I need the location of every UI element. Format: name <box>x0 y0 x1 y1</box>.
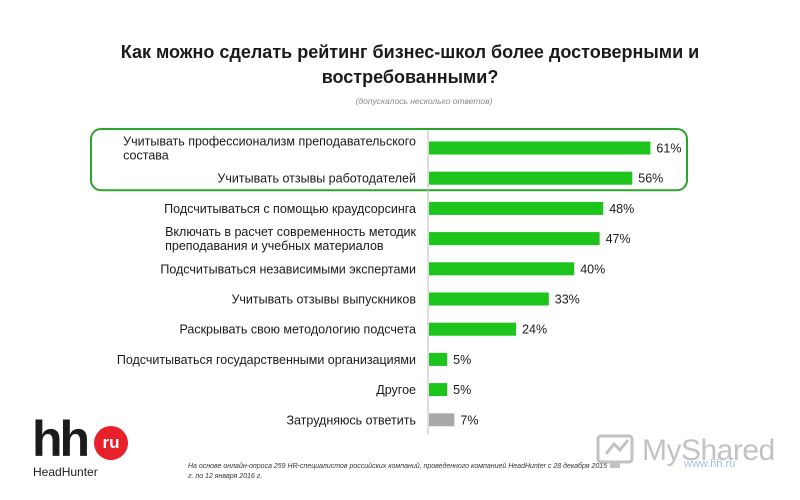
category-label: Затрудняюсь ответить <box>286 413 416 427</box>
headhunter-logo: hh ru HeadHunter <box>32 414 142 482</box>
category-label: Включать в расчет современность методик п… <box>165 225 416 253</box>
myshared-watermark: MyShared www.hh.ru <box>596 430 776 476</box>
bar <box>429 292 549 306</box>
bar-value-label: 40% <box>580 262 605 276</box>
bar <box>429 352 448 366</box>
myshared-logo-icon <box>596 434 634 468</box>
bar-value-label: 24% <box>522 323 547 337</box>
category-label: Подсчитываться независимыми экспертами <box>160 262 416 276</box>
bar <box>429 262 575 276</box>
bar <box>429 413 455 427</box>
bar-value-label: 61% <box>656 142 681 156</box>
bar-value-label: 47% <box>606 232 631 246</box>
category-label-line: Учитывать отзывы работодателей <box>217 172 416 186</box>
category-label-line: состава <box>123 149 169 163</box>
category-label-line: Подсчитываться государственными организа… <box>117 353 416 367</box>
bar-value-label: 5% <box>453 353 471 367</box>
bar <box>429 383 448 397</box>
bar-value-label: 56% <box>638 172 663 186</box>
category-label: Раскрывать свою методологию подсчета <box>179 323 416 337</box>
bar <box>429 322 517 336</box>
category-label-line: Другое <box>376 383 416 397</box>
category-label-line: Затрудняюсь ответить <box>286 413 416 427</box>
highlight-frame <box>90 128 688 192</box>
bar <box>429 232 600 246</box>
logo-company-name: HeadHunter <box>33 465 98 479</box>
category-label-line: преподавания и учебных материалов <box>165 239 384 253</box>
bar-value-label: 5% <box>453 383 471 397</box>
category-label: Подсчитываться с помощью краудсорсинга <box>164 202 416 216</box>
watermark-url: www.hh.ru <box>684 458 736 470</box>
category-label-line: Учитывать профессионализм преподавательс… <box>123 135 416 149</box>
logo-ru-badge: ru <box>94 426 128 460</box>
bar-value-label: 7% <box>460 413 478 427</box>
category-label-line: Учитывать отзывы выпускников <box>231 293 416 307</box>
category-label: Учитывать отзывы работодателей <box>217 172 416 186</box>
category-label-line: Подсчитываться с помощью краудсорсинга <box>164 202 416 216</box>
category-label: Другое <box>376 383 416 397</box>
bar <box>429 171 633 185</box>
chart-title: Как можно сделать рейтинг бизнес-школ бо… <box>120 42 700 87</box>
source-footnote: На основе онлайн-опроса 259 HR-специалис… <box>188 463 608 480</box>
bar <box>429 201 604 215</box>
category-label: Подсчитываться государственными организа… <box>117 353 416 367</box>
category-label-line: Раскрывать свою методологию подсчета <box>179 323 416 337</box>
category-label-line: Включать в расчет современность методик <box>165 225 416 239</box>
bar-value-label: 33% <box>555 293 580 307</box>
bar <box>429 141 651 155</box>
logo-hh-text: hh <box>32 411 90 467</box>
watermark-text: MyShared <box>642 434 775 467</box>
category-label: Учитывать отзывы выпускников <box>231 293 416 307</box>
category-label: Учитывать профессионализм преподавательс… <box>123 135 416 163</box>
category-label-line: Подсчитываться независимыми экспертами <box>160 262 416 276</box>
chart-subtitle: (допускалось несколько ответов) <box>355 96 493 106</box>
bar-value-label: 48% <box>609 202 634 216</box>
